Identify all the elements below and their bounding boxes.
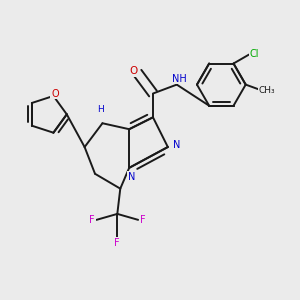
Text: O: O xyxy=(51,88,59,99)
Text: F: F xyxy=(140,215,146,225)
Text: NH: NH xyxy=(172,74,187,84)
Text: O: O xyxy=(129,66,137,76)
Text: F: F xyxy=(115,238,120,248)
Text: Cl: Cl xyxy=(250,49,259,59)
Text: CH₃: CH₃ xyxy=(259,86,276,95)
Text: H: H xyxy=(98,105,104,114)
Text: F: F xyxy=(89,215,95,225)
Text: N: N xyxy=(128,172,135,182)
Text: N: N xyxy=(173,140,180,150)
